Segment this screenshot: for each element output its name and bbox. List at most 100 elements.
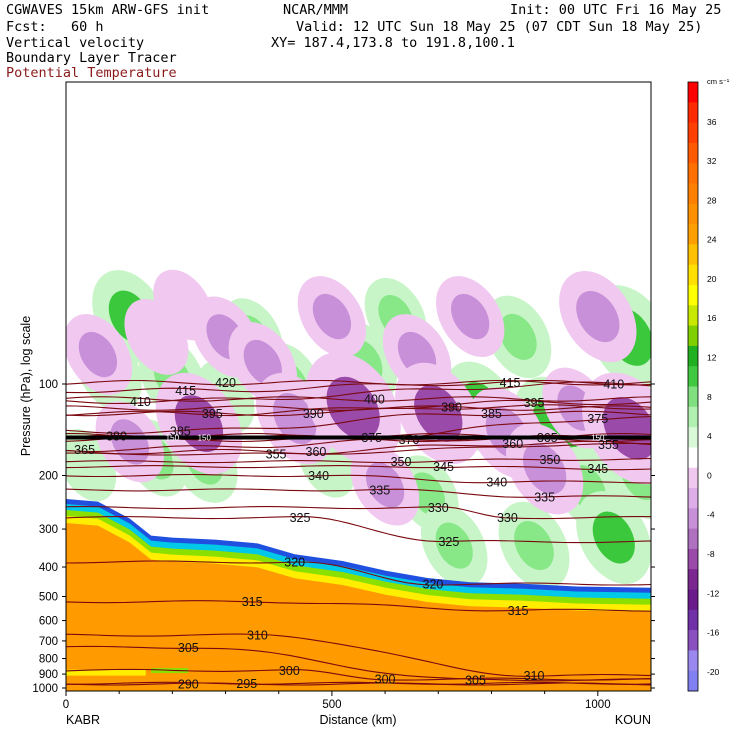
theta-contour-label: 355 xyxy=(598,438,619,452)
y-tick-label: 1000 xyxy=(32,683,58,695)
colorbar-swatch xyxy=(688,427,698,448)
init-time: Init: 00 UTC Fri 16 May 25 xyxy=(510,2,722,18)
y-tick-label: 300 xyxy=(39,524,58,536)
theta-contour-label: 325 xyxy=(438,535,459,549)
colorbar-swatch xyxy=(688,467,698,489)
colorbar-swatch xyxy=(688,305,698,327)
potential-temperature-contours: 150 150 150 290 295 300 300 305 305 310 310 315 315 3… xyxy=(66,376,651,691)
theta-contour-label: 295 xyxy=(236,677,257,691)
w-core-contour xyxy=(71,445,104,486)
colorbar-swatch xyxy=(688,345,698,367)
theta-contour-label: 335 xyxy=(369,483,390,497)
theta-contour-label: 390 xyxy=(303,407,324,421)
y-tick-label: 200 xyxy=(39,471,58,483)
theta-contour-label: 340 xyxy=(308,469,329,483)
right-station-label: KOUN xyxy=(615,713,651,727)
theta-contour-label: 320 xyxy=(284,555,305,569)
theta-contour-line xyxy=(66,682,651,686)
colorbar-tick-label: -16 xyxy=(707,628,720,638)
colorbar-swatch xyxy=(688,670,698,692)
theta-contour-label: 315 xyxy=(508,604,529,618)
w-core-contour xyxy=(166,285,200,325)
colorbar-tick-label: -20 xyxy=(707,667,720,677)
w-core-contour xyxy=(273,393,317,445)
colorbar-tick-label: -4 xyxy=(707,510,715,520)
cross-section-coords: XY= 187.4,173.8 to 191.8,100.1 xyxy=(271,35,515,51)
theta-contour-label: 310 xyxy=(524,669,545,683)
theta-contour-line xyxy=(66,457,651,464)
theta-contour-line xyxy=(66,600,651,612)
w-core-contour xyxy=(514,521,554,571)
theta-contour-line xyxy=(66,396,651,402)
colorbar-tick-label: 12 xyxy=(707,353,717,363)
y-tick-label: 800 xyxy=(39,654,58,666)
theta-contour-label: 350 xyxy=(391,455,412,469)
colorbar-swatch xyxy=(688,325,698,347)
theta-contour-line xyxy=(66,465,651,471)
theta-contour-line xyxy=(66,442,651,456)
colorbar-swatch xyxy=(688,163,698,184)
theta-contour-label: 340 xyxy=(486,475,507,489)
tropopause-label: 150 xyxy=(166,434,180,443)
w-core-contour xyxy=(576,291,620,343)
theta-contour-label: 375 xyxy=(361,431,382,445)
theta-contour-label: 300 xyxy=(375,673,396,687)
theta-contour-line xyxy=(66,434,651,453)
theta-contour-line xyxy=(66,516,651,544)
colorbar-tick-label: 24 xyxy=(707,235,717,245)
colorbar-swatch xyxy=(688,488,698,509)
theta-contour-label: 360 xyxy=(502,437,523,451)
colorbar-swatch xyxy=(688,406,698,428)
theta-contour-label: 355 xyxy=(266,448,287,462)
theta-contour-line xyxy=(66,560,651,586)
theta-contour-line xyxy=(66,379,651,386)
forecast-hour: Fcst: 60 h xyxy=(6,19,104,35)
theta-contour-label: 360 xyxy=(306,445,327,459)
w-core-contour xyxy=(312,293,352,340)
w-core-contour xyxy=(592,511,635,564)
valid-time: Valid: 12 UTC Sun 18 May 25 (07 CDT Sun … xyxy=(296,19,703,35)
y-tick-label: 600 xyxy=(39,616,58,628)
theta-contour-label: 325 xyxy=(290,511,311,525)
colorbar-swatch xyxy=(688,528,698,550)
theta-contour-line xyxy=(66,399,651,417)
theta-contour-line xyxy=(66,681,651,685)
theta-contour-label: 370 xyxy=(399,433,420,447)
colorbar-swatch xyxy=(688,386,698,408)
theta-contour-label: 365 xyxy=(537,431,558,445)
w-core-contour xyxy=(243,339,282,386)
colorbar-swatch xyxy=(688,548,698,570)
colorbar-tick-label: 8 xyxy=(707,392,712,402)
y-tick-label: 900 xyxy=(39,669,58,681)
theta-contour-line xyxy=(66,440,651,455)
colorbar-swatch xyxy=(688,264,698,286)
y-tick-label: 400 xyxy=(39,562,58,574)
x-tick-label: 0 xyxy=(63,699,69,711)
x-tick-label: 1000 xyxy=(585,699,611,711)
model-title: CGWAVES 15km ARW-GFS init xyxy=(6,2,210,18)
y-tick-label: 100 xyxy=(39,379,58,391)
colorbar-swatch xyxy=(688,244,698,266)
theta-contour-label: 420 xyxy=(215,376,236,390)
theta-contour-label: 290 xyxy=(178,677,199,691)
colorbar-tick-label: -8 xyxy=(707,549,715,559)
axes: 100 200 300 400 500 600 700 800 900 1000 0 500 1000 xyxy=(32,379,655,711)
theta-contour-label: 410 xyxy=(130,395,151,409)
plot-layers: 150 150 150 290 295 300 300 305 305 310 310 315 315 3… xyxy=(66,269,651,691)
colorbar-tick-label: 36 xyxy=(707,117,717,127)
w-core-contour xyxy=(110,419,149,465)
theta-contour-label: 385 xyxy=(481,407,502,421)
theta-contour-label: 395 xyxy=(524,396,545,410)
theta-contour-label: 390 xyxy=(441,400,462,414)
field-vertical-velocity: Vertical velocity xyxy=(6,35,145,51)
colorbar-swatch xyxy=(688,569,698,590)
colorbar-tick-label: 32 xyxy=(707,156,717,166)
colorbar-tick-label: 28 xyxy=(707,195,717,205)
colorbar-swatch xyxy=(688,589,698,611)
colorbar-tick-label: 0 xyxy=(707,470,712,480)
theta-contour-line xyxy=(66,506,651,520)
theta-contour-label: 320 xyxy=(423,578,444,592)
theta-contour-line xyxy=(66,645,651,682)
w-core-contour xyxy=(410,472,446,516)
